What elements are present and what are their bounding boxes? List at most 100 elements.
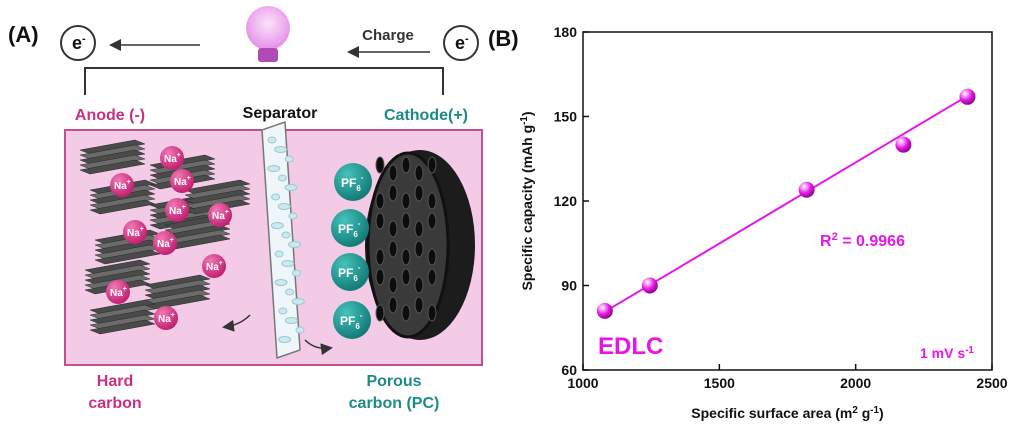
y-axis-label: Specific capacity (mAh g-1) [519, 111, 536, 290]
x-tick-label: 2000 [840, 375, 871, 391]
rate-label: 1 mV s-1 [920, 345, 974, 362]
pore [278, 175, 286, 181]
x-tick-label: 2500 [976, 375, 1007, 391]
pf-sub: 6 [355, 322, 360, 331]
na-sup: + [182, 204, 186, 211]
x-tick-label: 1500 [704, 375, 735, 391]
pf-sub: 6 [353, 274, 358, 283]
figure: (A) Charge Anode (-) Separator Cathode(+… [0, 0, 1016, 427]
pf-base: PF [338, 266, 353, 280]
separator-label: Separator [243, 105, 318, 122]
pore [271, 223, 283, 229]
hole [428, 305, 436, 321]
na-sup: + [219, 260, 223, 267]
pore [289, 242, 301, 248]
y-tick-label: 60 [561, 362, 577, 378]
pore [275, 147, 287, 153]
fit-line [605, 96, 968, 312]
point [799, 182, 815, 198]
pore [268, 137, 276, 143]
point [959, 89, 975, 105]
na-base: Na [157, 239, 170, 250]
label-part: -1 [965, 345, 974, 356]
hole [415, 241, 423, 257]
pf-sup: - [358, 263, 361, 272]
hole [376, 305, 384, 321]
hole [389, 221, 397, 237]
pore [272, 194, 280, 200]
pore [275, 251, 283, 257]
na-sup: + [177, 152, 181, 159]
label-part: R [820, 233, 832, 250]
hole [415, 185, 423, 201]
label-part: Specific surface area (m [691, 405, 852, 421]
hole [415, 165, 423, 181]
hole [389, 241, 397, 257]
panel-label: (B) [488, 26, 519, 51]
pf-base: PF [341, 176, 356, 190]
r2-label: R2 = 0.9966 [820, 231, 905, 250]
na-sup: + [123, 286, 127, 293]
anode-label: Anode (-) [75, 107, 145, 124]
hole [428, 269, 436, 285]
pf-sup: - [358, 219, 361, 228]
panel-label: (A) [8, 22, 39, 47]
hole [402, 157, 410, 173]
na-sup: + [225, 209, 229, 216]
hard-carbon-label: carbon [88, 395, 141, 412]
cathode-label: Cathode(+) [384, 107, 468, 124]
hole [376, 269, 384, 285]
na-base: Na [114, 181, 127, 192]
hole [428, 213, 436, 229]
na-base: Na [158, 314, 171, 325]
pore [285, 156, 293, 162]
hard-carbon-label: Hard [97, 373, 133, 390]
pore [289, 213, 297, 219]
label-part: = 0.9966 [838, 233, 905, 250]
label-part: ) [519, 111, 535, 116]
y-tick-label: 150 [554, 109, 578, 125]
label-part: g [858, 405, 870, 421]
porous-carbon-label: Porous [366, 373, 421, 390]
pore [268, 166, 280, 172]
label-part: Specific capacity (mAh g [519, 125, 535, 291]
hole [415, 297, 423, 313]
edlc-label: EDLC [598, 333, 663, 360]
na-base: Na [174, 177, 187, 188]
x-axis-label: Specific surface area (m2 g-1) [691, 405, 883, 422]
hole [402, 269, 410, 285]
pore [279, 308, 287, 314]
pf-sub: 6 [353, 230, 358, 239]
hole [389, 185, 397, 201]
pore [275, 280, 287, 286]
na-base: Na [127, 228, 140, 239]
bulb-base [258, 48, 278, 62]
hole [389, 165, 397, 181]
hole [389, 297, 397, 313]
hole [428, 157, 436, 173]
wire [85, 68, 443, 95]
hole [402, 193, 410, 209]
point [895, 137, 911, 153]
na-sup: + [127, 179, 131, 186]
na-sup: + [140, 226, 144, 233]
electron-base: e [455, 33, 465, 53]
na-base: Na [164, 154, 177, 165]
na-base: Na [169, 206, 182, 217]
na-sup: + [171, 312, 175, 319]
hole [428, 193, 436, 209]
label-part: ) [879, 405, 884, 421]
pf-sup: - [361, 173, 364, 182]
hole [389, 277, 397, 293]
pore [282, 261, 294, 267]
pore [296, 327, 304, 333]
pf-sub: 6 [356, 184, 361, 193]
hole [415, 277, 423, 293]
plot-frame [583, 32, 992, 370]
na-base: Na [212, 211, 225, 222]
hole [376, 249, 384, 265]
panel-a: (A) Charge Anode (-) Separator Cathode(+… [8, 6, 482, 412]
pore [285, 185, 297, 191]
porous-carbon-label: carbon (PC) [349, 395, 440, 412]
hole [376, 157, 384, 173]
